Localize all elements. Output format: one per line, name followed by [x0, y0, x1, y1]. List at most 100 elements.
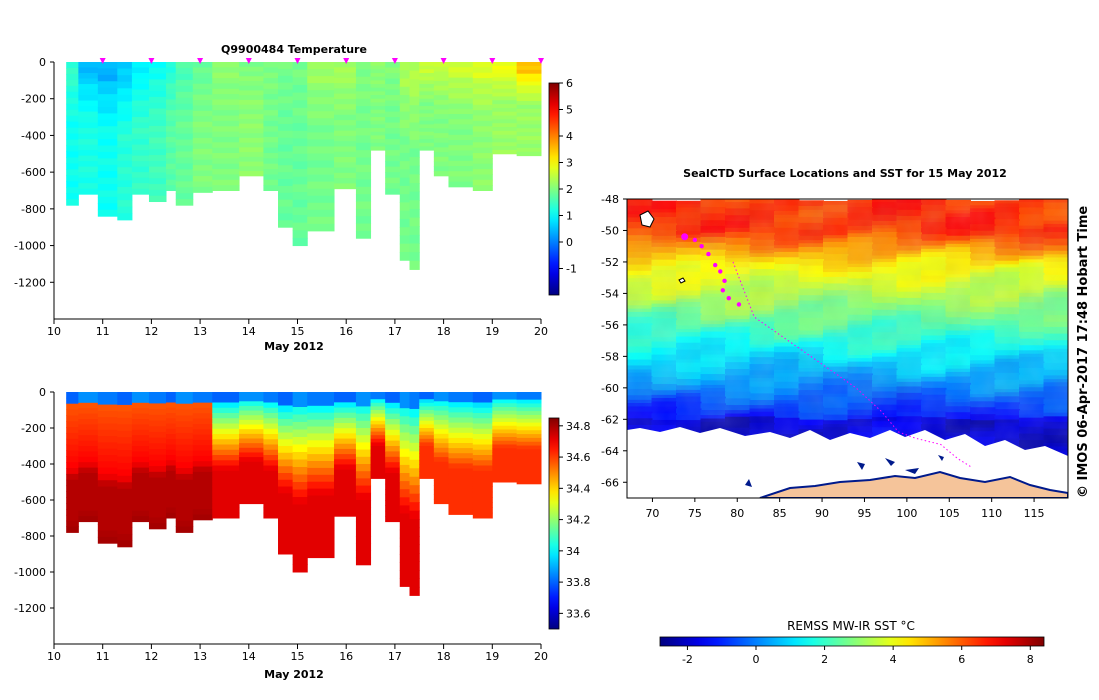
colorbar-tick-label: 3: [566, 157, 573, 170]
temperature-cell: [433, 66, 449, 72]
temperature-cell: [263, 99, 279, 106]
temperature-cell: [334, 135, 357, 142]
temperature-cell: [385, 144, 401, 151]
temperature-cell: [78, 111, 99, 118]
temperature-cell: [385, 78, 401, 85]
salinity-cell: [448, 448, 474, 454]
temperature-cell: [419, 87, 435, 92]
salinity-cell: [192, 509, 213, 515]
temperature-cell: [516, 97, 542, 102]
temperature-cell: [370, 91, 386, 96]
salinity-cell: [399, 432, 411, 442]
temperature-cell: [117, 186, 133, 195]
salinity-cell: [278, 446, 294, 454]
salinity-cell: [409, 544, 420, 554]
map-y-tick-label: -50: [601, 224, 619, 237]
salinity-cell: [212, 449, 240, 456]
map-x-tick-label: 75: [688, 507, 702, 520]
temperature-cell: [472, 62, 493, 68]
salinity-cell: [399, 464, 411, 474]
salinity-cell: [472, 502, 493, 508]
salinity-cell: [175, 520, 194, 528]
temperature-cell: [433, 90, 449, 96]
temperature-cell: [166, 67, 177, 74]
salinity-cell: [131, 473, 150, 479]
temperature-cell: [212, 110, 240, 117]
temperature-cell: [492, 84, 518, 90]
salinity-cell: [370, 428, 386, 433]
salinity-cell: [192, 423, 213, 430]
salinity-cell: [516, 392, 542, 397]
temperature-cell: [409, 200, 420, 210]
salinity-cell: [239, 466, 264, 472]
temperature-cell: [263, 136, 279, 143]
temperature-cell: [399, 70, 411, 80]
temperature-cell: [409, 183, 420, 193]
salinity-cell: [192, 413, 213, 420]
salinity-cell: [516, 464, 542, 469]
temperature-cell: [419, 146, 435, 151]
temperature-cell: [66, 187, 79, 194]
temperature-cell: [355, 230, 372, 239]
salinity-cell: [433, 461, 449, 467]
salinity-cell: [399, 440, 411, 450]
temperature-cell: [472, 136, 493, 143]
temperature-cell: [175, 157, 194, 164]
salinity-x-ticks: 10 11 12 13 14 15 16 17 18 19 20: [47, 644, 548, 663]
temperature-cell: [131, 133, 150, 140]
salinity-colorbar: [548, 417, 560, 630]
salinity-cell: [292, 519, 308, 528]
salinity-cell: [166, 444, 177, 451]
salinity-cell: [433, 498, 449, 505]
salinity-cell: [409, 400, 420, 410]
salinity-cell: [433, 494, 449, 500]
salinity-cell: [334, 469, 357, 476]
temperature-cell: [192, 127, 213, 134]
temperature-cell: [292, 176, 308, 185]
temperature-cell: [516, 62, 542, 67]
temperature-cell: [307, 195, 335, 204]
salinity-cell: [97, 404, 118, 412]
temperature-cell: [399, 169, 411, 179]
map-y-tick-label: -66: [601, 476, 619, 489]
salinity-cell: [370, 413, 386, 418]
salinity-cell: [355, 456, 372, 465]
x-tick-label: 15: [291, 325, 305, 338]
salinity-cell: [448, 397, 474, 403]
map-y-ticks: -48 -50 -52 -54 -56 -58 -60 -62 -64 -66: [601, 193, 627, 489]
salinity-cell: [212, 497, 240, 503]
salinity-cell: [516, 453, 542, 458]
temperature-cell: [492, 134, 518, 139]
salinity-cell: [492, 425, 518, 430]
salinity-cell: [131, 516, 150, 523]
salinity-cell: [239, 447, 264, 453]
temperature-cell: [131, 150, 150, 157]
temperature-colorbar-ticks: -1 0 1 2 3 4 5 6: [559, 77, 577, 276]
salinity-cell: [433, 457, 449, 463]
temperature-cell: [97, 87, 118, 95]
temperature-cell: [448, 140, 474, 146]
temperature-cell: [117, 173, 133, 181]
salinity-cell: [448, 458, 474, 464]
temperature-profiles: [66, 62, 542, 270]
salinity-cell: [492, 399, 518, 404]
salinity-cell: [263, 428, 279, 435]
temperature-cell: [448, 72, 474, 79]
temperature-cell: [492, 96, 518, 101]
temperature-cell: [399, 144, 411, 154]
salinity-cell: [419, 392, 435, 397]
salinity-cell: [117, 437, 133, 445]
temperature-cell: [409, 131, 420, 141]
temperature-cell: [307, 83, 335, 91]
salinity-cell: [66, 468, 79, 475]
salinity-cell: [419, 424, 435, 429]
salinity-cell: [419, 453, 435, 458]
temperature-cell: [66, 115, 79, 123]
temperature-cell: [334, 141, 357, 147]
colorbar-tick-label: 4: [566, 130, 573, 143]
salinity-cell: [66, 462, 79, 469]
temperature-cell: [78, 139, 99, 146]
temperature-cell: [148, 79, 167, 86]
temperature-cell: [117, 180, 133, 188]
salinity-cell: [448, 499, 474, 505]
